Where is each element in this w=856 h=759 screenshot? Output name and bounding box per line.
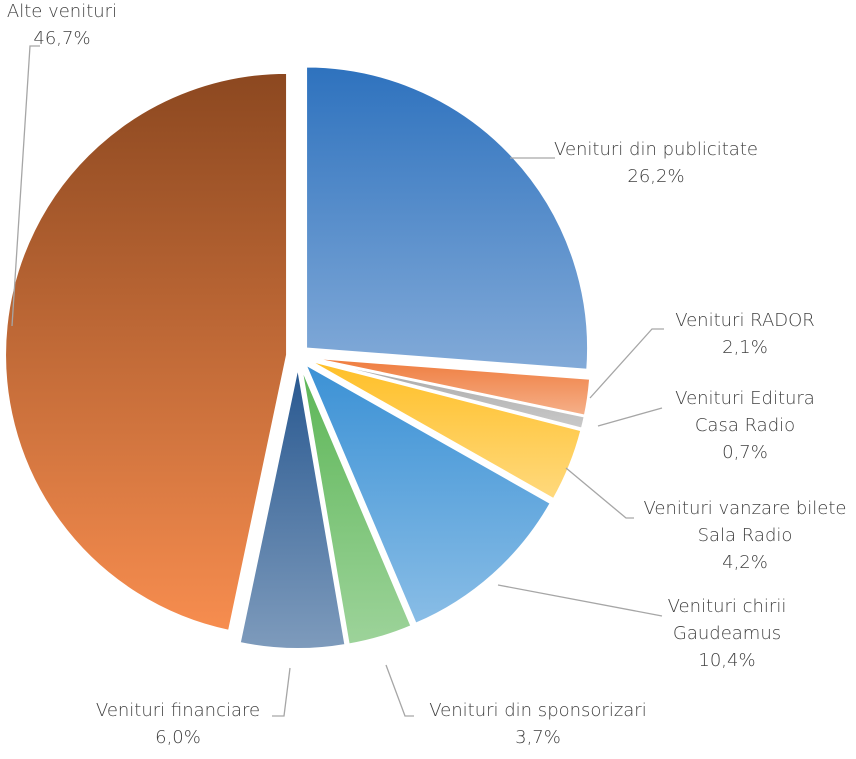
slice-label: Venituri din sponsorizari: [429, 700, 646, 721]
pie-slice: [305, 65, 590, 371]
pie-slice: [238, 366, 347, 650]
slice-label: Venituri vanzare bilete Sala Radio: [644, 498, 847, 546]
pie-slice: [307, 359, 583, 501]
slice-label: Venituri din publicitate: [554, 139, 758, 160]
value-label: 6,0%: [155, 727, 201, 748]
leader-line: [385, 664, 414, 717]
slice-label: Venituri RADOR: [675, 310, 815, 331]
pie-slice: [4, 71, 289, 633]
value-label: 26,2%: [627, 166, 684, 187]
slice-label: Venituri Editura Casa Radio: [675, 388, 815, 436]
leader-line: [597, 407, 663, 427]
pie-slice: [303, 361, 553, 626]
value-label: 10,4%: [698, 650, 755, 671]
leader-line: [589, 328, 664, 399]
value-label: 4,2%: [722, 552, 768, 573]
leader-line: [272, 667, 291, 717]
value-label: 0,7%: [722, 442, 768, 463]
leader-line: [497, 584, 663, 617]
value-label: 3,7%: [515, 727, 561, 748]
slice-label: Venituri chirii Gaudeamus: [668, 596, 787, 644]
leader-line: [11, 45, 40, 327]
slice-label: Venituri financiare: [96, 700, 260, 721]
slice-label: Alte venituri: [7, 1, 117, 22]
leader-line: [565, 467, 634, 519]
value-label: 2,1%: [722, 337, 768, 358]
pie-slice: [308, 357, 586, 430]
value-label: 46,7%: [33, 28, 90, 49]
pie-slice: [300, 366, 413, 646]
